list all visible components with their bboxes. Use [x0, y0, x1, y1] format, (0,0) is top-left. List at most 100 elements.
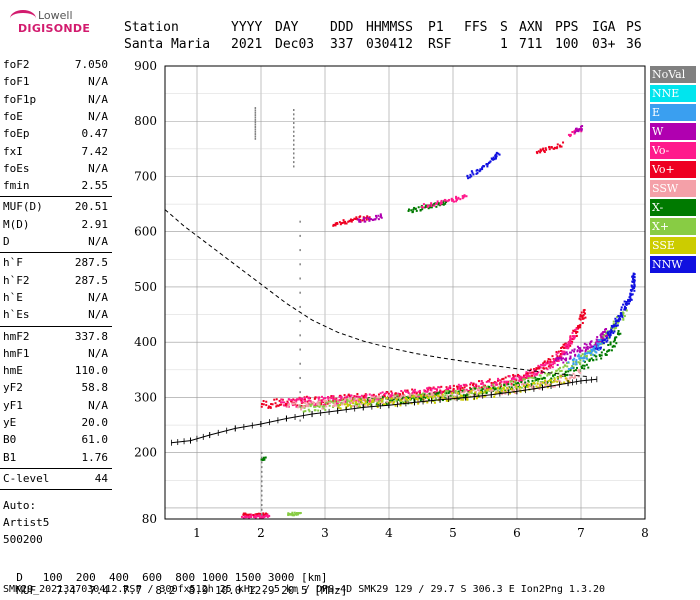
echo-point: [379, 396, 382, 399]
echo-point: [548, 373, 551, 376]
echo-point: [406, 389, 409, 392]
echo-point: [603, 330, 606, 333]
echo-point: [572, 376, 575, 379]
echo-point: [571, 338, 574, 341]
echo-point: [463, 386, 466, 389]
echo-point: [378, 395, 381, 398]
echo-point: [512, 383, 515, 386]
echo-point: [550, 363, 553, 366]
echo-point: [494, 154, 497, 157]
echo-point: [293, 122, 295, 125]
param-value: 20.0: [81, 416, 109, 429]
echo-point: [324, 397, 327, 400]
echo-point: [410, 402, 413, 405]
echo-point: [299, 397, 302, 400]
echo-point: [527, 381, 530, 384]
echo-point: [609, 341, 612, 344]
param-label: foF2: [3, 58, 30, 71]
echo-point: [490, 387, 493, 390]
echo-point: [334, 224, 337, 227]
echo-point: [293, 139, 295, 142]
echo-point: [366, 216, 369, 219]
echo-point: [581, 315, 584, 318]
param-d: D N/A: [0, 235, 110, 253]
echo-point: [431, 204, 434, 207]
echo-point: [417, 402, 420, 405]
echo-point: [432, 387, 435, 390]
echo-point: [395, 398, 398, 401]
echo-point: [617, 332, 620, 335]
echo-point: [486, 163, 489, 166]
echo-point: [610, 324, 613, 327]
echo-point: [542, 149, 545, 152]
echo-point: [380, 400, 383, 403]
echo-point: [409, 397, 412, 400]
y-tick-label: 300: [134, 390, 157, 404]
echo-point: [499, 379, 502, 382]
echo-point: [438, 391, 441, 394]
echo-point: [347, 220, 350, 223]
echo-point: [407, 391, 410, 394]
echo-point: [433, 395, 436, 398]
echo-point: [553, 376, 556, 379]
echo-point: [544, 372, 547, 375]
echo-point: [493, 395, 496, 398]
echo-point: [299, 291, 301, 294]
echo-point: [583, 360, 586, 363]
echo-point: [571, 375, 574, 378]
echo-point: [284, 402, 287, 405]
echo-point: [510, 386, 513, 389]
echo-point: [485, 389, 488, 392]
echo-point: [542, 362, 545, 365]
echo-point: [372, 398, 375, 401]
echo-point: [275, 405, 278, 408]
echo-point: [344, 220, 347, 223]
echo-point: [372, 401, 375, 404]
echo-point: [480, 391, 483, 394]
echo-point: [318, 401, 321, 404]
echo-point: [440, 394, 443, 397]
echo-point: [254, 116, 257, 119]
echo-point: [407, 208, 410, 211]
echo-point: [597, 339, 600, 342]
echo-point: [497, 385, 500, 388]
echo-point: [328, 398, 331, 401]
echo-point: [498, 153, 501, 156]
echo-point: [563, 343, 566, 346]
echo-point: [564, 364, 567, 367]
echo-point: [632, 280, 635, 283]
echo-point: [301, 400, 304, 403]
echo-point: [590, 345, 593, 348]
echo-point: [418, 389, 421, 392]
x-tick-label: 7: [577, 526, 585, 540]
echo-point: [321, 405, 324, 408]
echo-point: [579, 125, 582, 128]
echo-point: [531, 386, 534, 389]
echo-point: [544, 379, 547, 382]
echo-point: [293, 148, 295, 151]
echo-point: [444, 391, 447, 394]
echo-point: [282, 404, 285, 407]
echo-point: [313, 397, 316, 400]
echo-point: [293, 126, 295, 129]
echo-point: [383, 393, 386, 396]
echo-point: [490, 157, 493, 160]
distance-row: D 100 200 400 600 800 1000 1500 3000 [km…: [3, 558, 327, 584]
echo-point: [518, 379, 521, 382]
echo-point: [507, 383, 510, 386]
echo-point: [517, 384, 520, 387]
echo-point: [569, 133, 572, 136]
echo-point: [319, 404, 322, 407]
echo-point: [583, 346, 586, 349]
echo-point: [612, 340, 615, 343]
echo-point: [258, 513, 261, 516]
echo-point: [455, 195, 458, 198]
echo-point: [531, 379, 534, 382]
param-label: hmE: [3, 364, 23, 378]
echo-point: [449, 396, 452, 399]
echo-point: [264, 456, 267, 459]
echo-point: [554, 359, 557, 362]
y-tick-label: 900: [134, 59, 157, 73]
echo-point: [606, 334, 609, 337]
echo-point: [625, 300, 628, 303]
